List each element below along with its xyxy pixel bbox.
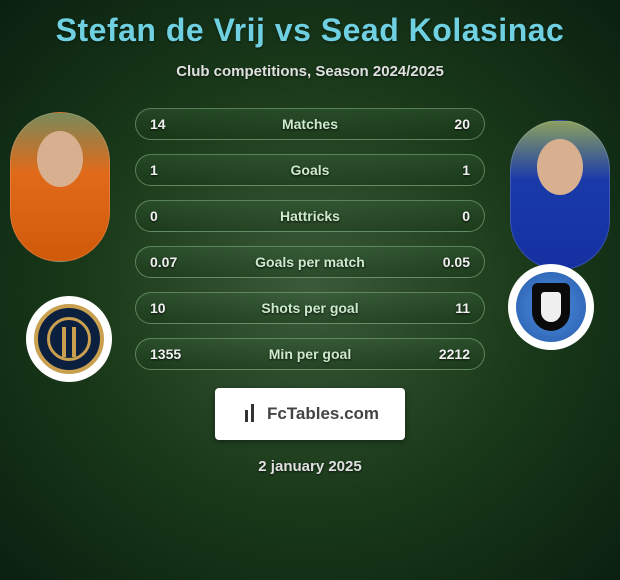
date-label: 2 january 2025 bbox=[0, 458, 620, 475]
stat-left-value: 10 bbox=[150, 300, 200, 316]
head-icon bbox=[37, 131, 83, 187]
stat-right-value: 0 bbox=[420, 208, 470, 224]
stat-left-value: 14 bbox=[150, 116, 200, 132]
player-right-avatar bbox=[510, 120, 610, 270]
stat-row: 14 Matches 20 bbox=[135, 108, 485, 140]
page-subtitle: Club competitions, Season 2024/2025 bbox=[0, 63, 620, 80]
stat-right-value: 1 bbox=[420, 162, 470, 178]
stat-right-value: 2212 bbox=[420, 346, 470, 362]
stat-right-value: 11 bbox=[420, 300, 470, 316]
stat-row: 1 Goals 1 bbox=[135, 154, 485, 186]
stat-left-value: 1355 bbox=[150, 346, 200, 362]
atalanta-logo-icon bbox=[516, 272, 586, 342]
stat-row: 1355 Min per goal 2212 bbox=[135, 338, 485, 370]
stat-row: 0.07 Goals per match 0.05 bbox=[135, 246, 485, 278]
stat-row: 10 Shots per goal 11 bbox=[135, 292, 485, 324]
bar-chart-icon bbox=[241, 404, 261, 424]
stat-left-value: 1 bbox=[150, 162, 200, 178]
player-left-avatar bbox=[10, 112, 110, 262]
stat-label: Goals bbox=[200, 162, 420, 178]
stat-left-value: 0 bbox=[150, 208, 200, 224]
comparison-content: 14 Matches 20 1 Goals 1 0 Hattricks 0 0.… bbox=[0, 108, 620, 388]
stat-label: Shots per goal bbox=[200, 300, 420, 316]
stat-right-value: 0.05 bbox=[420, 254, 470, 270]
page-title: Stefan de Vrij vs Sead Kolasinac bbox=[0, 0, 620, 49]
stat-right-value: 20 bbox=[420, 116, 470, 132]
head-icon bbox=[537, 139, 583, 195]
club-left-badge bbox=[26, 296, 112, 382]
stat-label: Min per goal bbox=[200, 346, 420, 362]
source-badge: FcTables.com bbox=[215, 388, 405, 440]
club-right-badge bbox=[508, 264, 594, 350]
inter-logo-icon bbox=[34, 304, 104, 374]
source-badge-label: FcTables.com bbox=[267, 404, 379, 424]
stat-label: Matches bbox=[200, 116, 420, 132]
stat-left-value: 0.07 bbox=[150, 254, 200, 270]
stat-label: Hattricks bbox=[200, 208, 420, 224]
stat-row: 0 Hattricks 0 bbox=[135, 200, 485, 232]
stat-label: Goals per match bbox=[200, 254, 420, 270]
stats-table: 14 Matches 20 1 Goals 1 0 Hattricks 0 0.… bbox=[135, 108, 485, 384]
